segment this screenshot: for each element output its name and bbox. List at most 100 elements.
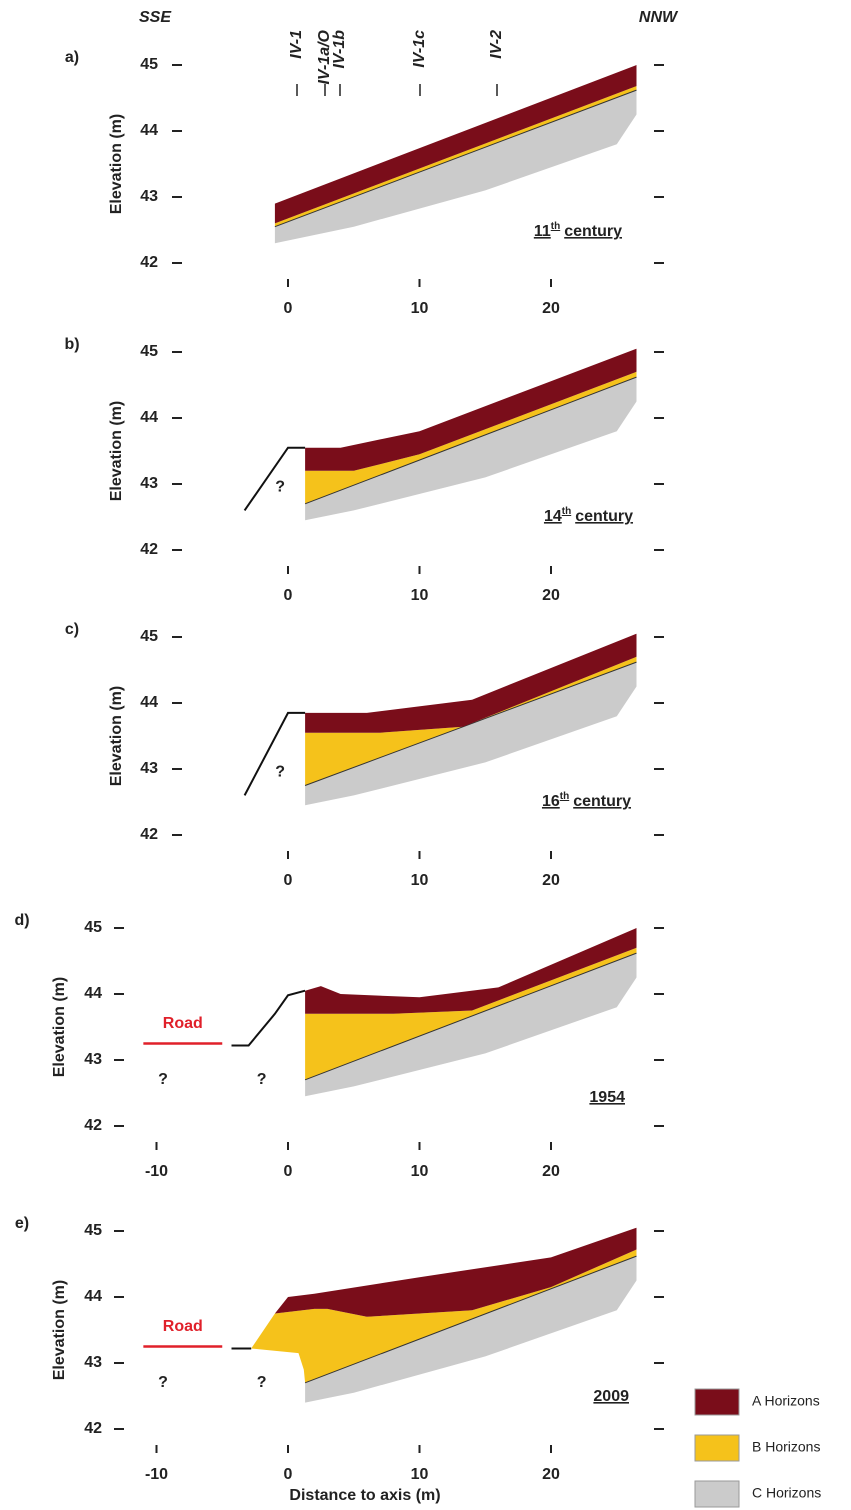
legend-swatch [694,1480,740,1508]
y-tick-label: 43 [84,1051,102,1068]
a-horizon [305,633,637,733]
x-tick-label: 0 [284,872,293,889]
unknown-mark: ? [275,479,285,496]
road-label: Road [163,1015,203,1032]
legend-swatch [694,1434,740,1462]
x-tick-label: 20 [542,587,560,604]
x-tick-label: 0 [284,300,293,317]
b-horizon [305,947,637,1080]
period-label: 11th century [534,221,622,241]
c-horizon [274,90,637,244]
y-tick-label: 42 [140,826,158,843]
y-tick-label: 45 [140,343,158,360]
period-number: 2009 [593,1388,629,1405]
x-tick-label: 20 [542,300,560,317]
panel-letter: c) [65,621,79,638]
unknown-mark: ? [158,1374,168,1391]
x-tick-label: 10 [411,300,429,317]
panel-letter: e) [15,1215,29,1232]
x-tick-label: 0 [284,1163,293,1180]
period-label: 2009 [593,1388,629,1405]
a-horizon [305,348,637,471]
y-tick-label: 44 [140,409,158,426]
b-horizon [251,1249,637,1383]
panel: e) Elevation (m) 42 43 44 45 -10 0 10 20 Road? ? 200… [15,1215,664,1504]
y-tick-label: 43 [140,188,158,205]
surface-line [231,989,306,1047]
x-tick-label: 20 [542,1466,560,1483]
period-number: 1954 [589,1089,625,1106]
legend-label: C Horizons [752,1485,821,1501]
y-axis-label: Elevation (m) [51,1280,68,1380]
y-tick-label: 42 [140,541,158,558]
unknown-mark: ? [257,1071,267,1088]
panel: b) Elevation (m) 42 43 44 45 0 10 20? 14th century [64,336,664,604]
profile-label: IV-1b [331,30,348,69]
x-tick-label: 10 [411,587,429,604]
panel: d) Elevation (m) 42 43 44 45 -10 0 10 20 Road? ? 195… [14,912,664,1180]
profile-label: IV-1 [288,30,305,59]
legend-label: A Horizons [752,1393,820,1409]
y-tick-label: 44 [140,122,158,139]
unknown-mark: ? [257,1374,267,1391]
b-horizon [305,656,637,786]
a-horizon [274,1227,637,1317]
x-tick-label: 0 [284,1466,293,1483]
profile-label: IV-1c [411,30,428,68]
period-label: 1954 [589,1089,625,1106]
profile-label: IV-2 [488,30,505,59]
period-word: century [564,223,622,240]
legend-swatch [694,1388,740,1416]
x-tick-label: -10 [145,1466,168,1483]
y-axis-label: Elevation (m) [108,401,125,501]
y-tick-label: 42 [84,1420,102,1437]
a-horizon [305,928,637,1014]
x-tick-label: 10 [411,1466,429,1483]
b-horizon [305,371,637,504]
b-horizon [274,86,637,227]
period-word: century [575,508,633,525]
b-base-line [274,89,637,228]
y-tick-label: 42 [140,254,158,271]
c-horizon [305,1256,637,1403]
y-tick-label: 43 [140,475,158,492]
b-base-line [304,1255,637,1384]
period-word: century [573,793,631,810]
y-tick-label: 44 [140,694,158,711]
y-tick-label: 45 [140,56,158,73]
c-horizon [305,662,637,806]
y-tick-label: 43 [84,1354,102,1371]
b-base-line [304,952,637,1081]
x-tick-label: 0 [284,587,293,604]
y-tick-label: 45 [84,1222,102,1239]
c-horizon [305,377,637,521]
x-tick-label: 20 [542,1163,560,1180]
unknown-mark: ? [158,1071,168,1088]
x-tick-label: 10 [411,872,429,889]
y-axis-label: Elevation (m) [51,977,68,1077]
y-axis-label: Elevation (m) [108,686,125,786]
y-tick-label: 45 [84,919,102,936]
y-tick-label: 44 [84,1288,102,1305]
y-tick-label: 43 [140,760,158,777]
y-tick-label: 45 [140,628,158,645]
x-axis-label: Distance to axis (m) [289,1487,440,1504]
panel-letter: d) [14,912,29,929]
x-tick-label: 20 [542,872,560,889]
surface-line [243,711,306,796]
y-tick-label: 42 [84,1117,102,1134]
x-tick-label: -10 [145,1163,168,1180]
direction-right: NNW [639,9,679,26]
profile-label: IV-1a/O [316,29,333,84]
surface-line [243,446,306,511]
c-horizon [305,953,637,1097]
period-suffix: th [562,506,571,517]
b-base-line [304,376,637,505]
period-suffix: th [551,221,560,232]
x-tick-label: 10 [411,1163,429,1180]
period-suffix: th [560,791,569,802]
period-label: 16th century [542,791,631,811]
period-number: 16 [542,793,560,810]
period-number: 11 [534,223,551,240]
